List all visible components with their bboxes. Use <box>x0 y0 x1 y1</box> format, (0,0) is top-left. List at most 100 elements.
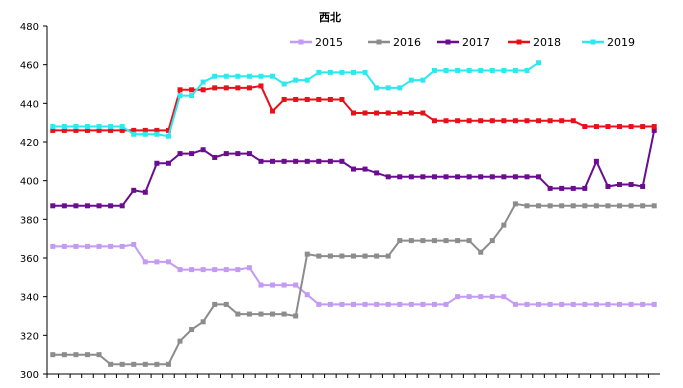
legend-item-2018: 2018 <box>508 36 561 49</box>
data-point-2017 <box>84 203 90 209</box>
data-point-2016 <box>316 253 322 259</box>
data-point-2016 <box>327 253 333 259</box>
y-tick-label: 320 <box>20 331 39 342</box>
data-point-2018 <box>385 110 391 116</box>
data-point-2015 <box>408 301 414 307</box>
data-point-2015 <box>524 301 530 307</box>
data-point-2019 <box>536 60 542 66</box>
data-point-2018 <box>374 110 380 116</box>
data-point-2018 <box>617 124 623 130</box>
data-point-2018 <box>489 118 495 124</box>
data-point-2015 <box>258 282 264 288</box>
data-point-2016 <box>617 203 623 209</box>
data-point-2016 <box>270 311 276 317</box>
data-point-2015 <box>512 301 518 307</box>
data-point-2019 <box>189 93 195 99</box>
data-point-2017 <box>223 151 229 157</box>
data-point-2015 <box>223 267 229 273</box>
data-point-2019 <box>293 77 299 83</box>
data-point-2015 <box>478 294 484 300</box>
y-tick-label: 380 <box>20 215 39 226</box>
data-point-2017 <box>235 151 241 157</box>
data-point-2016 <box>628 203 634 209</box>
data-point-2015 <box>489 294 495 300</box>
data-point-2019 <box>351 69 356 75</box>
legend-item-2017: 2017 <box>437 36 490 49</box>
data-point-2017 <box>258 158 264 164</box>
data-point-2016 <box>119 361 125 367</box>
data-point-2018 <box>478 118 484 124</box>
data-point-2016 <box>512 201 518 207</box>
data-point-2018 <box>570 118 576 124</box>
data-point-2015 <box>339 301 345 307</box>
data-point-2015 <box>235 267 241 273</box>
data-point-2017 <box>443 174 449 180</box>
data-point-2019 <box>374 85 380 91</box>
data-point-2015 <box>293 282 299 288</box>
data-point-2017 <box>281 158 287 164</box>
data-point-2019 <box>466 67 472 73</box>
series-line-2016 <box>52 202 655 366</box>
data-point-2017 <box>177 151 183 157</box>
data-point-2016 <box>443 238 449 244</box>
data-point-2017 <box>420 174 426 180</box>
data-point-2015 <box>200 267 206 273</box>
y-tick-label: 400 <box>20 177 39 188</box>
data-point-2019 <box>119 124 125 130</box>
data-point-2015 <box>212 267 218 273</box>
y-tick-label: 360 <box>20 254 39 265</box>
data-point-2015 <box>177 267 183 273</box>
data-point-2019 <box>84 124 90 130</box>
data-point-2019 <box>362 69 368 75</box>
data-point-2015 <box>397 301 403 307</box>
data-point-2017 <box>536 174 542 180</box>
data-point-2017 <box>316 158 322 164</box>
data-point-2015 <box>154 259 160 265</box>
data-point-2017 <box>593 158 599 164</box>
y-tick-label: 440 <box>20 99 39 110</box>
data-point-2017 <box>524 174 530 180</box>
legend-swatch-marker <box>298 39 304 45</box>
data-point-2015 <box>351 301 356 307</box>
data-point-2017 <box>559 185 565 191</box>
data-point-2018 <box>582 124 588 130</box>
data-point-2016 <box>154 361 160 367</box>
data-point-2017 <box>455 174 461 180</box>
data-point-2017 <box>304 158 310 164</box>
data-point-2018 <box>316 96 322 102</box>
data-point-2018 <box>258 83 264 89</box>
data-point-2016 <box>547 203 553 209</box>
data-point-2019 <box>408 77 414 83</box>
data-point-2017 <box>651 127 657 133</box>
data-point-2019 <box>50 124 56 130</box>
data-point-2018 <box>142 127 148 133</box>
data-point-2018 <box>559 118 565 124</box>
y-tick-label: 420 <box>20 138 39 149</box>
legend-label: 2016 <box>393 36 421 49</box>
data-point-2017 <box>570 185 576 191</box>
data-point-2016 <box>582 203 588 209</box>
data-point-2015 <box>431 301 437 307</box>
chart-title: 西北 <box>319 10 341 24</box>
data-point-2018 <box>443 118 449 124</box>
data-point-2016 <box>131 361 137 367</box>
y-tick-label: 300 <box>20 370 39 381</box>
data-point-2019 <box>501 67 507 73</box>
data-point-2019 <box>512 67 518 73</box>
data-point-2015 <box>50 243 56 249</box>
data-point-2015 <box>189 267 195 273</box>
data-point-2016 <box>374 253 380 259</box>
data-point-2019 <box>223 73 229 79</box>
data-point-2015 <box>443 301 449 307</box>
data-point-2016 <box>84 352 90 358</box>
data-point-2019 <box>258 73 264 79</box>
data-point-2016 <box>431 238 437 244</box>
data-point-2016 <box>73 352 79 358</box>
data-point-2018 <box>96 127 102 133</box>
data-point-2017 <box>270 158 276 164</box>
data-point-2016 <box>408 238 414 244</box>
data-point-2017 <box>246 151 252 157</box>
data-point-2017 <box>397 174 403 180</box>
data-point-2015 <box>281 282 287 288</box>
data-point-2018 <box>431 118 437 124</box>
